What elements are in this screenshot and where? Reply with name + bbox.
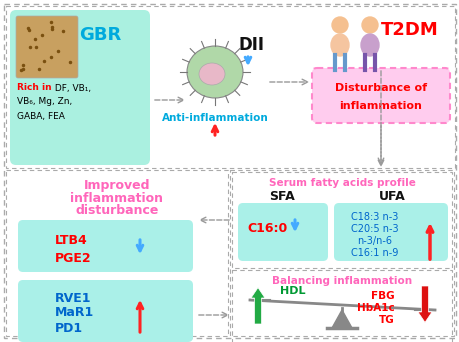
Text: Improved: Improved bbox=[84, 179, 150, 192]
Polygon shape bbox=[331, 310, 351, 328]
Text: Anti-inflammation: Anti-inflammation bbox=[161, 113, 268, 123]
FancyBboxPatch shape bbox=[311, 68, 449, 123]
Text: inflammation: inflammation bbox=[339, 101, 421, 111]
Text: GABA, FEA: GABA, FEA bbox=[17, 111, 65, 120]
Ellipse shape bbox=[199, 63, 224, 85]
Text: disturbance: disturbance bbox=[75, 205, 158, 218]
Ellipse shape bbox=[360, 34, 378, 56]
FancyBboxPatch shape bbox=[237, 203, 327, 261]
Text: RVE1: RVE1 bbox=[55, 291, 91, 304]
Circle shape bbox=[331, 17, 347, 33]
Text: Balancing inflammation: Balancing inflammation bbox=[271, 276, 411, 286]
Text: MaR1: MaR1 bbox=[55, 306, 94, 319]
Text: Rich in: Rich in bbox=[17, 83, 51, 92]
Text: TG: TG bbox=[378, 315, 394, 325]
Ellipse shape bbox=[187, 46, 242, 98]
Bar bbox=[6, 6, 454, 168]
Text: PGE2: PGE2 bbox=[55, 251, 91, 264]
Circle shape bbox=[361, 17, 377, 33]
FancyBboxPatch shape bbox=[16, 16, 78, 78]
Text: GBR: GBR bbox=[78, 26, 121, 44]
FancyBboxPatch shape bbox=[10, 10, 150, 165]
Text: C18:3 n-3: C18:3 n-3 bbox=[351, 212, 398, 222]
Text: VB₆, Mg, Zn,: VB₆, Mg, Zn, bbox=[17, 97, 72, 106]
Text: C16:0: C16:0 bbox=[247, 222, 287, 235]
Ellipse shape bbox=[330, 34, 348, 56]
Text: UFA: UFA bbox=[378, 189, 404, 202]
Text: C20:5 n-3: C20:5 n-3 bbox=[350, 224, 398, 234]
Text: T2DM: T2DM bbox=[381, 21, 438, 39]
FancyBboxPatch shape bbox=[18, 280, 193, 342]
Bar bbox=[6, 170, 228, 336]
Bar bbox=[231, 270, 451, 342]
Text: DII: DII bbox=[239, 36, 264, 54]
Text: C16:1 n-9: C16:1 n-9 bbox=[351, 248, 398, 258]
Text: PD1: PD1 bbox=[55, 321, 83, 334]
Text: HbA1c: HbA1c bbox=[357, 303, 394, 313]
Text: inflammation: inflammation bbox=[70, 192, 163, 205]
Text: DF, VB₁,: DF, VB₁, bbox=[52, 83, 91, 92]
Bar bbox=[230, 170, 453, 336]
Bar bbox=[231, 172, 451, 268]
Text: n-3/n-6: n-3/n-6 bbox=[357, 236, 392, 246]
FancyBboxPatch shape bbox=[333, 203, 447, 261]
Text: Disturbance of: Disturbance of bbox=[334, 83, 426, 93]
Text: HDL: HDL bbox=[280, 286, 305, 296]
FancyArrow shape bbox=[251, 288, 264, 324]
FancyArrow shape bbox=[417, 286, 431, 323]
Text: FBG: FBG bbox=[370, 291, 394, 301]
Text: Serum fatty acids profile: Serum fatty acids profile bbox=[268, 178, 414, 188]
Text: LTB4: LTB4 bbox=[55, 235, 88, 248]
FancyBboxPatch shape bbox=[18, 220, 193, 272]
Text: SFA: SFA bbox=[269, 189, 294, 202]
